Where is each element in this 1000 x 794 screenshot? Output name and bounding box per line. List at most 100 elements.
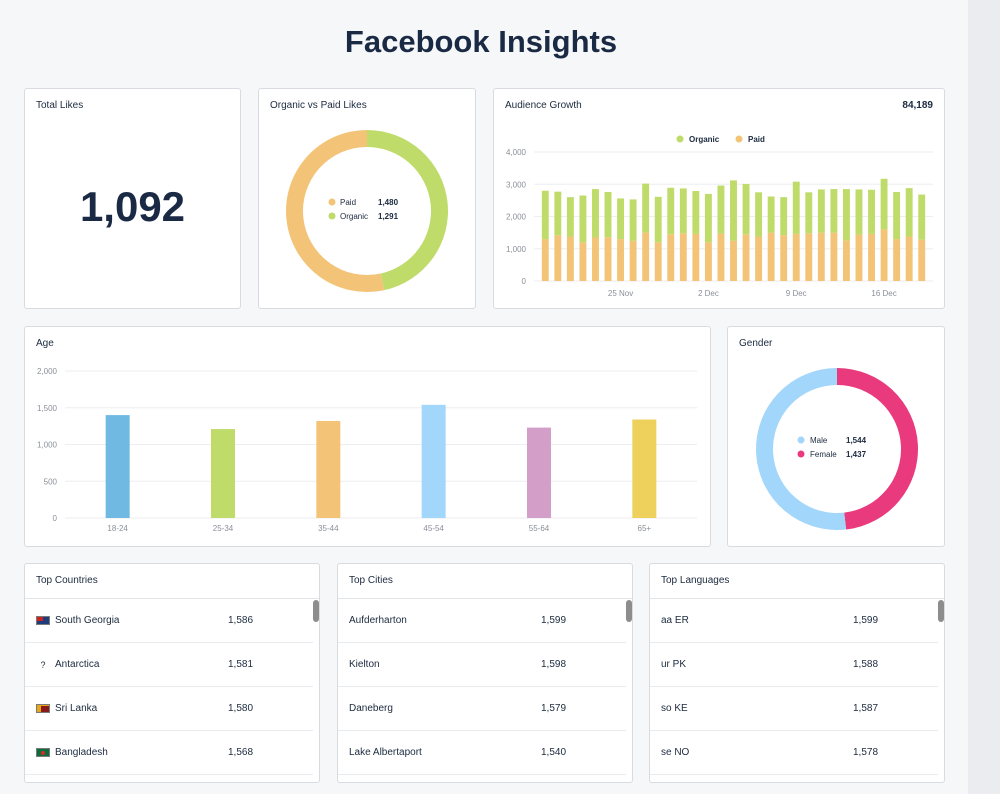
bar-paid[interactable] xyxy=(805,233,813,281)
bar-paid[interactable] xyxy=(541,239,549,281)
x-tick-label: 2 Dec xyxy=(698,289,719,298)
bar-paid[interactable] xyxy=(767,232,775,281)
bar-organic[interactable] xyxy=(742,183,750,235)
bar-organic[interactable] xyxy=(730,180,737,241)
organic-vs-paid-slice-paid[interactable] xyxy=(285,130,385,292)
bar-organic[interactable] xyxy=(554,191,562,236)
list-item[interactable]: Aufderharton 1,599 xyxy=(338,599,626,643)
bar-age-45-54[interactable] xyxy=(421,404,446,518)
bar-organic[interactable] xyxy=(704,193,712,243)
bar-paid[interactable] xyxy=(704,242,712,281)
languages-scrollbar[interactable] xyxy=(938,600,944,622)
bar-paid[interactable] xyxy=(692,233,700,281)
bar-organic[interactable] xyxy=(830,189,838,233)
bar-paid[interactable] xyxy=(654,242,662,281)
list-item[interactable]: ? Antarctica 1,581 xyxy=(25,643,313,687)
country-value: 1,580 xyxy=(228,703,254,714)
list-item[interactable]: aa ER 1,599 xyxy=(650,599,938,643)
bar-organic[interactable] xyxy=(592,189,599,238)
bar-age-35-44[interactable] xyxy=(316,420,341,518)
bar-paid[interactable] xyxy=(780,235,788,281)
bar-paid[interactable] xyxy=(893,239,901,281)
y-tick-label: 1,500 xyxy=(37,404,58,413)
bar-organic[interactable] xyxy=(541,190,549,240)
bar-paid[interactable] xyxy=(742,234,750,281)
bar-paid[interactable] xyxy=(918,239,926,281)
bar-organic[interactable] xyxy=(579,195,587,243)
age-title: Age xyxy=(36,338,54,349)
bar-organic[interactable] xyxy=(805,192,813,234)
bar-paid[interactable] xyxy=(830,232,838,281)
south-georgia-flag-icon xyxy=(36,616,50,625)
bar-organic[interactable] xyxy=(717,185,725,234)
list-item[interactable]: Lake Albertaport 1,540 xyxy=(338,731,626,775)
bar-organic[interactable] xyxy=(667,187,675,235)
countries-scrollbar[interactable] xyxy=(313,600,319,622)
bar-organic[interactable] xyxy=(855,189,863,235)
bar-organic[interactable] xyxy=(755,192,763,237)
bar-paid[interactable] xyxy=(817,232,825,281)
bar-age-55-64[interactable] xyxy=(527,427,551,518)
bar-organic[interactable] xyxy=(692,191,700,234)
list-item[interactable]: Kielton 1,598 xyxy=(338,643,626,687)
bar-paid[interactable] xyxy=(855,234,863,281)
bar-organic[interactable] xyxy=(642,183,650,233)
bar-organic[interactable] xyxy=(868,189,875,234)
bar-paid[interactable] xyxy=(617,239,625,281)
bar-organic[interactable] xyxy=(842,189,850,241)
x-tick-label: 25-34 xyxy=(213,524,234,533)
bar-organic[interactable] xyxy=(767,196,775,233)
list-item[interactable]: se NO 1,578 xyxy=(650,731,938,775)
bar-paid[interactable] xyxy=(880,229,888,281)
bar-paid[interactable] xyxy=(842,240,850,281)
bar-organic[interactable] xyxy=(893,191,901,240)
organic-vs-paid-card: Organic vs Paid Likes Paid 1,480 Organic… xyxy=(258,88,476,309)
list-item[interactable]: Daneberg 1,579 xyxy=(338,687,626,731)
list-item[interactable]: so KE 1,587 xyxy=(650,687,938,731)
gender-slice-female[interactable] xyxy=(837,368,918,530)
bar-age-25-34[interactable] xyxy=(211,429,235,518)
bar-paid[interactable] xyxy=(642,232,650,281)
bar-paid[interactable] xyxy=(579,242,587,281)
bar-paid[interactable] xyxy=(905,236,913,281)
organic-vs-paid-slice-organic[interactable] xyxy=(367,130,448,291)
list-item[interactable]: South Georgia 1,586 xyxy=(25,599,313,643)
gender-slice-male[interactable] xyxy=(755,368,847,530)
bar-paid[interactable] xyxy=(554,235,562,281)
bar-paid[interactable] xyxy=(792,233,800,281)
bar-organic[interactable] xyxy=(880,178,888,230)
cities-scrollbar[interactable] xyxy=(626,600,632,622)
bar-organic[interactable] xyxy=(679,188,687,234)
bar-paid[interactable] xyxy=(629,240,637,281)
bar-organic[interactable] xyxy=(617,198,625,240)
bar-organic[interactable] xyxy=(905,188,913,237)
bar-paid[interactable] xyxy=(604,237,612,281)
bar-paid[interactable] xyxy=(730,240,737,281)
bar-paid[interactable] xyxy=(755,236,763,281)
list-item[interactable]: Sri Lanka 1,580 xyxy=(25,687,313,731)
bar-paid[interactable] xyxy=(566,236,574,281)
bar-paid[interactable] xyxy=(868,233,875,281)
legend-male-value: 1,544 xyxy=(846,436,867,445)
bar-paid[interactable] xyxy=(667,234,675,281)
bar-organic[interactable] xyxy=(629,199,637,241)
bar-organic[interactable] xyxy=(654,196,662,243)
list-item[interactable]: ur PK 1,588 xyxy=(650,643,938,687)
top-languages-card: Top Languages aa ER 1,599 ur PK 1,588 so… xyxy=(649,563,945,783)
bar-paid[interactable] xyxy=(679,233,687,281)
total-likes-title: Total Likes xyxy=(36,100,84,111)
x-tick-label: 18-24 xyxy=(107,524,128,533)
bar-organic[interactable] xyxy=(918,194,926,240)
bar-organic[interactable] xyxy=(604,191,612,238)
list-item[interactable]: Bangladesh 1,568 xyxy=(25,731,313,775)
bar-age-65+[interactable] xyxy=(632,419,657,518)
bar-organic[interactable] xyxy=(566,197,574,237)
bar-paid[interactable] xyxy=(717,233,725,281)
bar-organic[interactable] xyxy=(780,197,788,236)
bar-organic[interactable] xyxy=(792,181,800,234)
city-name: Lake Albertaport xyxy=(349,747,422,758)
bar-age-18-24[interactable] xyxy=(105,415,130,518)
bar-organic[interactable] xyxy=(817,189,825,233)
bar-paid[interactable] xyxy=(592,237,599,281)
legend-female-swatch xyxy=(797,450,805,458)
